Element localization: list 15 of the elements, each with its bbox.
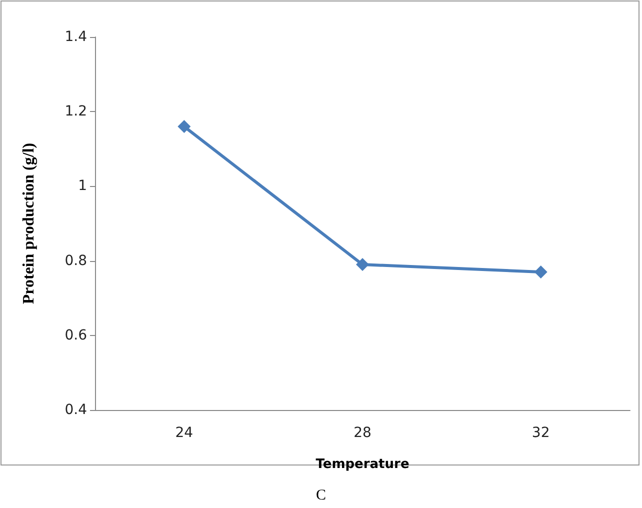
y-tick-label: 0.4 xyxy=(64,402,88,418)
point xyxy=(356,258,369,272)
x-tick-label: 32 xyxy=(532,425,550,441)
y-tick-label: 1.4 xyxy=(64,29,88,45)
y-tick-label: 1 xyxy=(78,178,87,194)
point xyxy=(178,120,191,134)
y-tick-label: 0.6 xyxy=(64,327,88,344)
y-tick-label: 1.2 xyxy=(64,104,87,120)
x-tick-label: 28 xyxy=(354,425,372,441)
point xyxy=(534,265,548,278)
y-axis-title: Protein production (g/l) xyxy=(20,142,38,304)
y-tick-label: 0.8 xyxy=(64,252,87,269)
text: C xyxy=(316,488,326,504)
x-axis-title: Temperature xyxy=(316,457,410,472)
x-tick-label: 24 xyxy=(175,425,194,441)
